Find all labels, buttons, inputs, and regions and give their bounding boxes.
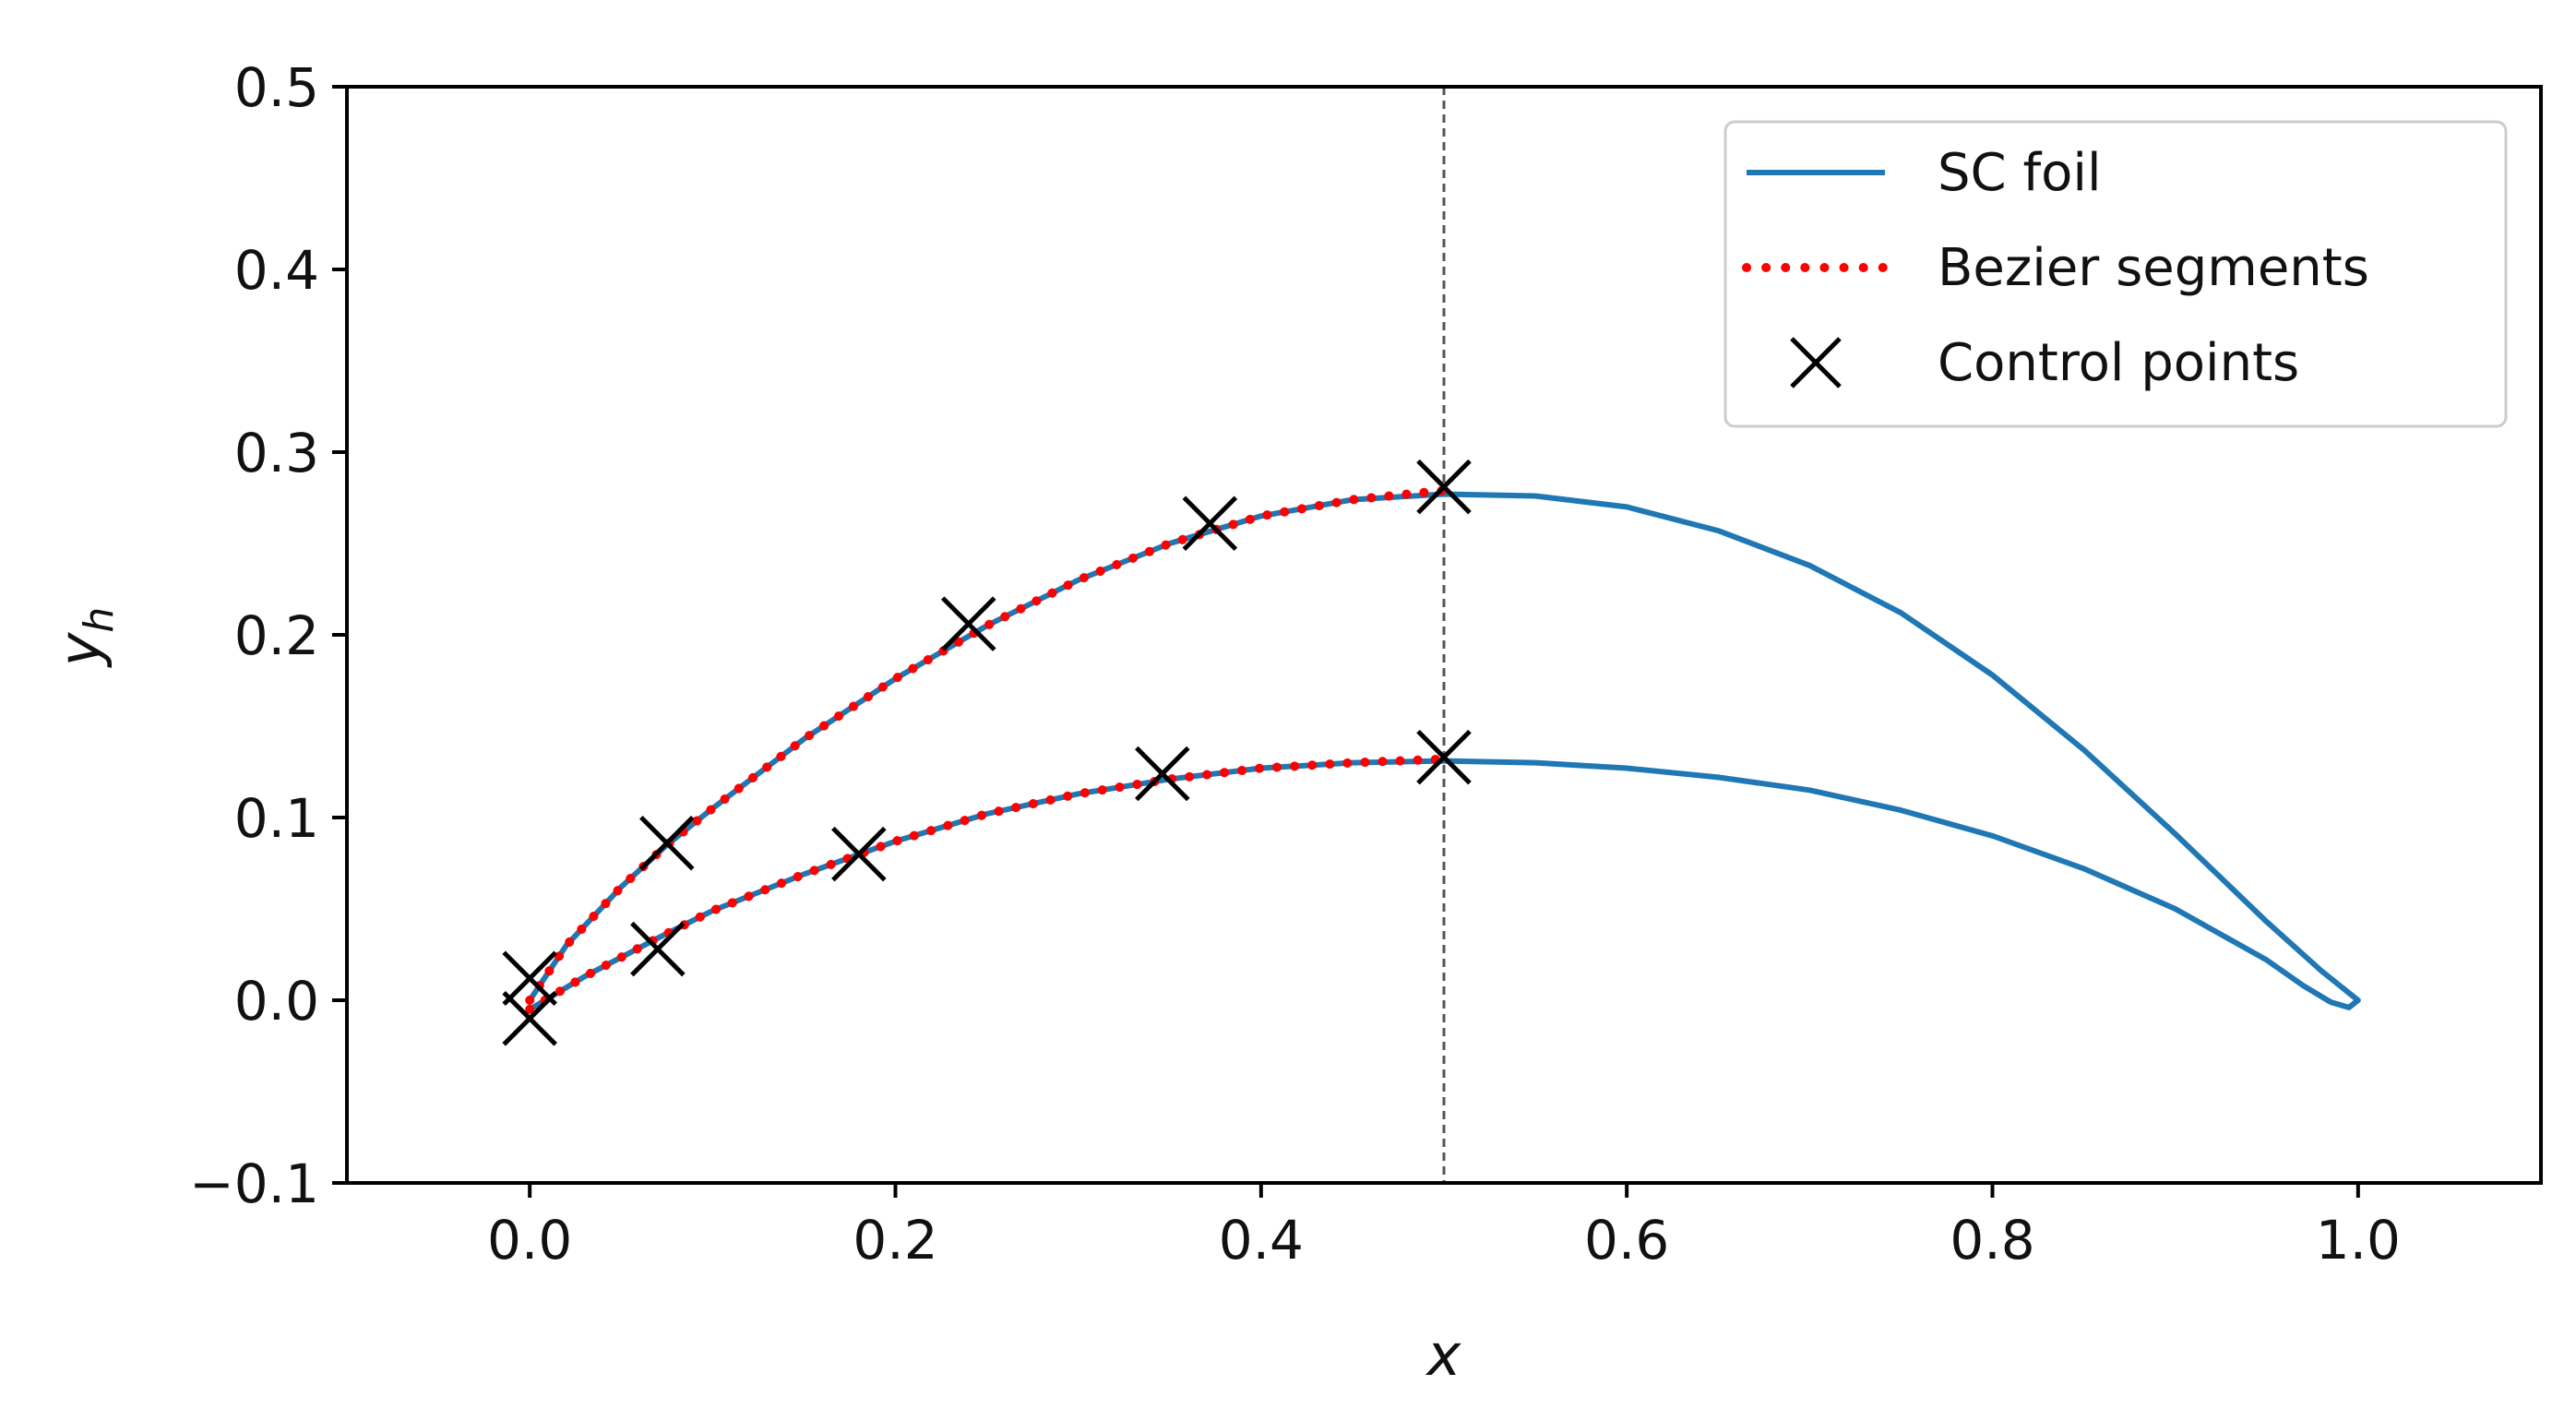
control-point-marker xyxy=(630,921,686,977)
y-axis-label: yh xyxy=(46,607,123,669)
legend-label-bezier-segments: Bezier segments xyxy=(1938,238,2369,298)
y-tick-label: 0.4 xyxy=(234,239,319,302)
legend: SC foil Bezier segments Control points xyxy=(1723,120,2508,428)
control-point-marker xyxy=(940,596,996,651)
y-tick-label: −0.1 xyxy=(189,1152,319,1215)
y-axis-label-subscript: h xyxy=(76,607,123,633)
x-tick-label: 0.6 xyxy=(1584,1209,1669,1272)
plot-area xyxy=(502,87,2361,1183)
legend-label-sc-foil: SC foil xyxy=(1938,143,2102,203)
y-tick-label: 0.0 xyxy=(234,970,319,1033)
bezier-segment-upper xyxy=(525,485,1449,1005)
legend-control-point-marker xyxy=(1790,337,1842,388)
control-point-marker xyxy=(831,826,887,882)
y-tick-label: 0.1 xyxy=(234,787,319,850)
x-tick-label: 0.4 xyxy=(1219,1209,1304,1272)
x-axis-label: x xyxy=(1425,1321,1462,1389)
legend-swatch-control-points xyxy=(1790,337,1842,388)
axis-ticks: 0.0 0.2 0.4 0.6 0.8 1.0 −0.1 0.0 0.1 0.2 0.3 0.4 0.5 xyxy=(189,56,2401,1272)
y-tick-label: 0.2 xyxy=(234,604,319,667)
control-point-marker xyxy=(1416,459,1472,515)
control-point-marker xyxy=(1182,496,1238,551)
control-point-marker xyxy=(502,950,557,1007)
y-tick-label: 0.5 xyxy=(234,56,319,119)
bezier-segment-lower xyxy=(525,754,1449,1014)
control-point-marker xyxy=(639,815,695,871)
control-point-marker xyxy=(1416,729,1472,785)
control-point-marker xyxy=(1135,746,1190,802)
x-tick-label: 1.0 xyxy=(2316,1209,2401,1272)
x-tick-label: 0.2 xyxy=(853,1209,937,1272)
legend-box xyxy=(1723,120,2508,428)
y-tick-label: 0.3 xyxy=(234,422,319,484)
legend-label-control-points: Control points xyxy=(1938,333,2299,393)
x-tick-label: 0.8 xyxy=(1950,1209,2034,1272)
control-point-marker xyxy=(502,991,557,1046)
x-tick-label: 0.0 xyxy=(487,1209,572,1272)
